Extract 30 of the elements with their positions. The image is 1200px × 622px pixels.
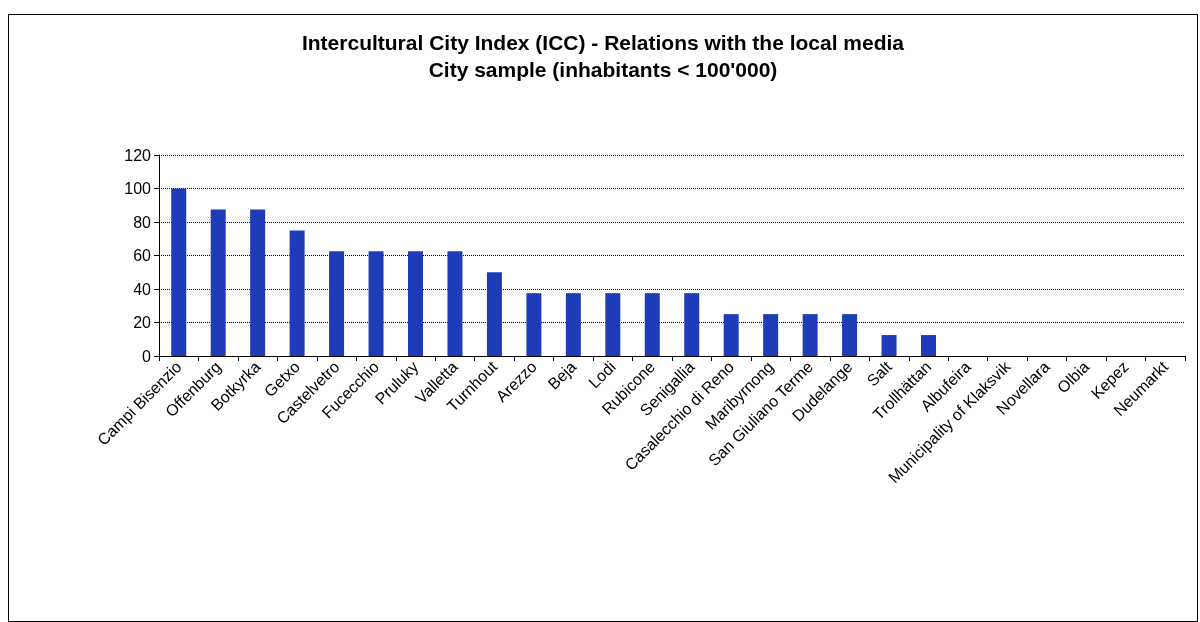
y-tick-label: 20 (133, 314, 152, 331)
chart-title: Intercultural City Index (ICC) - Relations with the local media (301, 31, 905, 54)
bar (250, 209, 266, 356)
bar (486, 272, 502, 356)
bar (526, 293, 542, 356)
y-tick-label: 60 (133, 247, 152, 264)
bar (763, 314, 779, 356)
bar (605, 293, 621, 356)
bar (684, 293, 700, 356)
y-tick-label: 80 (133, 213, 152, 231)
bar (802, 314, 818, 356)
y-tick-label: 0 (142, 347, 152, 365)
bar (921, 335, 936, 356)
bar (723, 314, 739, 356)
y-tick-label: 120 (124, 146, 152, 164)
x-tick-label: Beja (544, 357, 580, 393)
chart-subtitle: City sample (inhabitants < 100'000) (428, 58, 778, 81)
y-tick-label: 40 (133, 280, 152, 298)
bar (329, 251, 345, 356)
bar (368, 251, 384, 356)
bar (171, 188, 187, 356)
bar (447, 251, 463, 356)
bar (210, 209, 226, 356)
bar (289, 230, 305, 356)
bar (881, 335, 897, 356)
bar (565, 293, 581, 356)
y-tick-label: 100 (124, 180, 152, 197)
bar (644, 293, 660, 356)
bar (408, 251, 423, 356)
bar (842, 314, 858, 356)
